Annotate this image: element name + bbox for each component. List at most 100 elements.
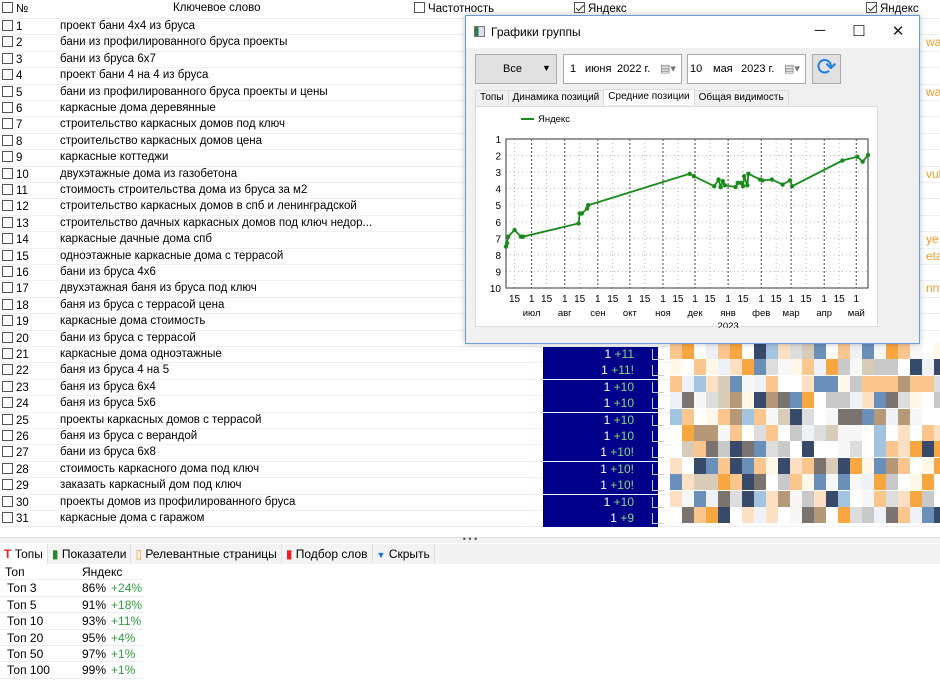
table-row[interactable]: 28 стоимость каркасного дома под ключ 1 +… — [0, 461, 940, 479]
mini-chart-icon[interactable] — [652, 447, 664, 459]
row-number: 11 — [2, 184, 28, 197]
row-number: 8 — [2, 134, 22, 148]
checkbox[interactable] — [2, 36, 13, 48]
close-button[interactable]: ✕ — [891, 23, 905, 40]
checkbox[interactable] — [414, 2, 425, 13]
hide-button[interactable]: ▼ Скрыть — [373, 544, 435, 564]
table-row[interactable]: 31 каркасные дома с гаражом 1 +9 — [0, 511, 940, 528]
tab-tops[interactable]: T Топы — [0, 544, 48, 564]
blur-cell — [766, 408, 778, 425]
keyword-cell: проект бани 4х4 из бруса — [60, 20, 195, 32]
table-row[interactable]: 22 баня из бруса 4 на 5 1 +11! — [0, 363, 940, 380]
checkbox-checked[interactable] — [866, 2, 877, 13]
table-row[interactable]: 20 бани из бруса с террасой — [0, 331, 940, 347]
data-point — [504, 241, 510, 246]
checkbox[interactable] — [2, 151, 13, 163]
blur-cell — [694, 359, 706, 376]
calendar-icon[interactable]: ▤▾ — [660, 63, 676, 75]
tab-2[interactable]: Средние позиции — [603, 89, 695, 105]
checkbox[interactable] — [2, 298, 13, 310]
refresh-button[interactable]: ⟳ — [812, 54, 841, 84]
checkbox[interactable] — [2, 200, 13, 212]
table-row[interactable]: 21 каркасные дома одноэтажные 1 +11 — [0, 347, 940, 364]
data-point — [735, 180, 740, 186]
column-yandex[interactable]: Яндекс — [574, 2, 627, 15]
mini-chart-icon[interactable] — [652, 463, 664, 475]
blur-cell — [694, 425, 706, 441]
keyword-cell: бани из профилированного бруса проекты и… — [60, 85, 328, 98]
tab-indicators[interactable]: ▮ Показатели — [48, 544, 132, 564]
mini-chart-icon[interactable] — [652, 480, 664, 492]
checkbox[interactable] — [2, 315, 13, 327]
mini-chart-icon[interactable] — [652, 365, 664, 377]
mini-chart-icon[interactable] — [652, 349, 664, 360]
checkbox[interactable] — [2, 20, 13, 31]
data-point — [520, 234, 526, 239]
column-frequency[interactable]: Частотность — [414, 2, 494, 15]
checkbox[interactable] — [2, 2, 13, 13]
checkbox[interactable] — [2, 233, 13, 245]
data-point — [733, 184, 738, 190]
mini-chart-icon[interactable] — [652, 414, 664, 426]
filter-dropdown[interactable]: Все ▼ — [475, 54, 557, 84]
table-row[interactable]: 25 проекты каркасных домов с террасой 1 +… — [0, 412, 940, 429]
column-keyword[interactable]: Ключевое слово — [173, 2, 261, 14]
maximize-button[interactable]: ☐ — [852, 23, 866, 40]
data-point — [780, 182, 785, 187]
table-row[interactable]: 23 баня из бруса 6х4 1 +10 — [0, 379, 940, 397]
checkbox[interactable] — [2, 118, 13, 130]
minimize-button[interactable]: ─ — [814, 22, 826, 39]
checkbox[interactable] — [2, 69, 13, 81]
tab-word-selection[interactable]: ▮ Подбор слов — [282, 544, 373, 564]
blur-cell — [802, 375, 814, 392]
blur-cell — [898, 441, 910, 458]
mini-chart-icon[interactable] — [652, 398, 664, 410]
blur-cell — [742, 441, 754, 458]
table-row[interactable]: 24 баня из бруса 5х6 1 +10 — [0, 396, 940, 413]
y-tick-label: 2 — [495, 152, 501, 163]
checkbox[interactable] — [2, 167, 13, 179]
tab-3[interactable]: Общая видимость — [693, 90, 789, 106]
checkbox[interactable] — [2, 413, 13, 425]
checkbox[interactable] — [2, 331, 13, 343]
checkbox[interactable] — [2, 249, 13, 261]
checkbox[interactable] — [2, 430, 13, 441]
mini-chart-icon[interactable] — [652, 381, 664, 393]
position-cell: 1 +10! — [543, 461, 658, 478]
checkbox[interactable] — [2, 348, 13, 359]
table-row[interactable]: 26 баня из бруса с верандой 1 +10 — [0, 429, 940, 446]
calendar-icon[interactable]: ▤▾ — [784, 63, 800, 75]
tab-1[interactable]: Динамика позиций — [507, 90, 605, 106]
date-from-picker[interactable]: 1 июня 2022 г. ▤▾ — [563, 54, 682, 84]
select-all[interactable]: № — [2, 2, 28, 15]
checkbox[interactable] — [2, 397, 13, 409]
table-row[interactable]: 29 заказать каркасный дом под ключ 1 +10! — [0, 478, 940, 495]
checkbox[interactable] — [2, 364, 13, 376]
checkbox[interactable] — [2, 282, 13, 294]
mini-chart-icon[interactable] — [652, 431, 664, 442]
checkbox[interactable] — [2, 462, 13, 474]
checkbox[interactable] — [2, 102, 13, 113]
checkbox[interactable] — [2, 446, 13, 458]
checkbox[interactable] — [2, 52, 13, 64]
date-to-picker[interactable]: 10 мая 2023 г. ▤▾ — [687, 54, 806, 84]
checkbox[interactable] — [2, 495, 13, 507]
blur-cell — [838, 425, 850, 441]
checkbox[interactable] — [2, 380, 13, 392]
checkbox[interactable] — [2, 85, 13, 97]
checkbox-checked[interactable] — [574, 2, 585, 13]
checkbox[interactable] — [2, 266, 13, 277]
checkbox[interactable] — [2, 134, 13, 146]
mini-chart-icon[interactable] — [652, 513, 664, 524]
checkbox[interactable] — [2, 184, 13, 195]
splitter-handle[interactable]: • • • — [0, 535, 940, 544]
checkbox[interactable] — [2, 479, 13, 491]
mini-chart-icon[interactable] — [652, 496, 664, 508]
table-row[interactable]: 30 проекты домов из профилированного бру… — [0, 494, 940, 511]
column-yandex-2[interactable]: Яндекс — [866, 2, 919, 15]
tab-0[interactable]: Топы — [475, 90, 509, 106]
checkbox[interactable] — [2, 512, 13, 523]
table-row[interactable]: 27 бани из бруса 6х8 1 +10! — [0, 445, 940, 462]
tab-relevant-pages[interactable]: ▯ Релевантные страницы — [131, 544, 282, 564]
checkbox[interactable] — [2, 216, 13, 228]
